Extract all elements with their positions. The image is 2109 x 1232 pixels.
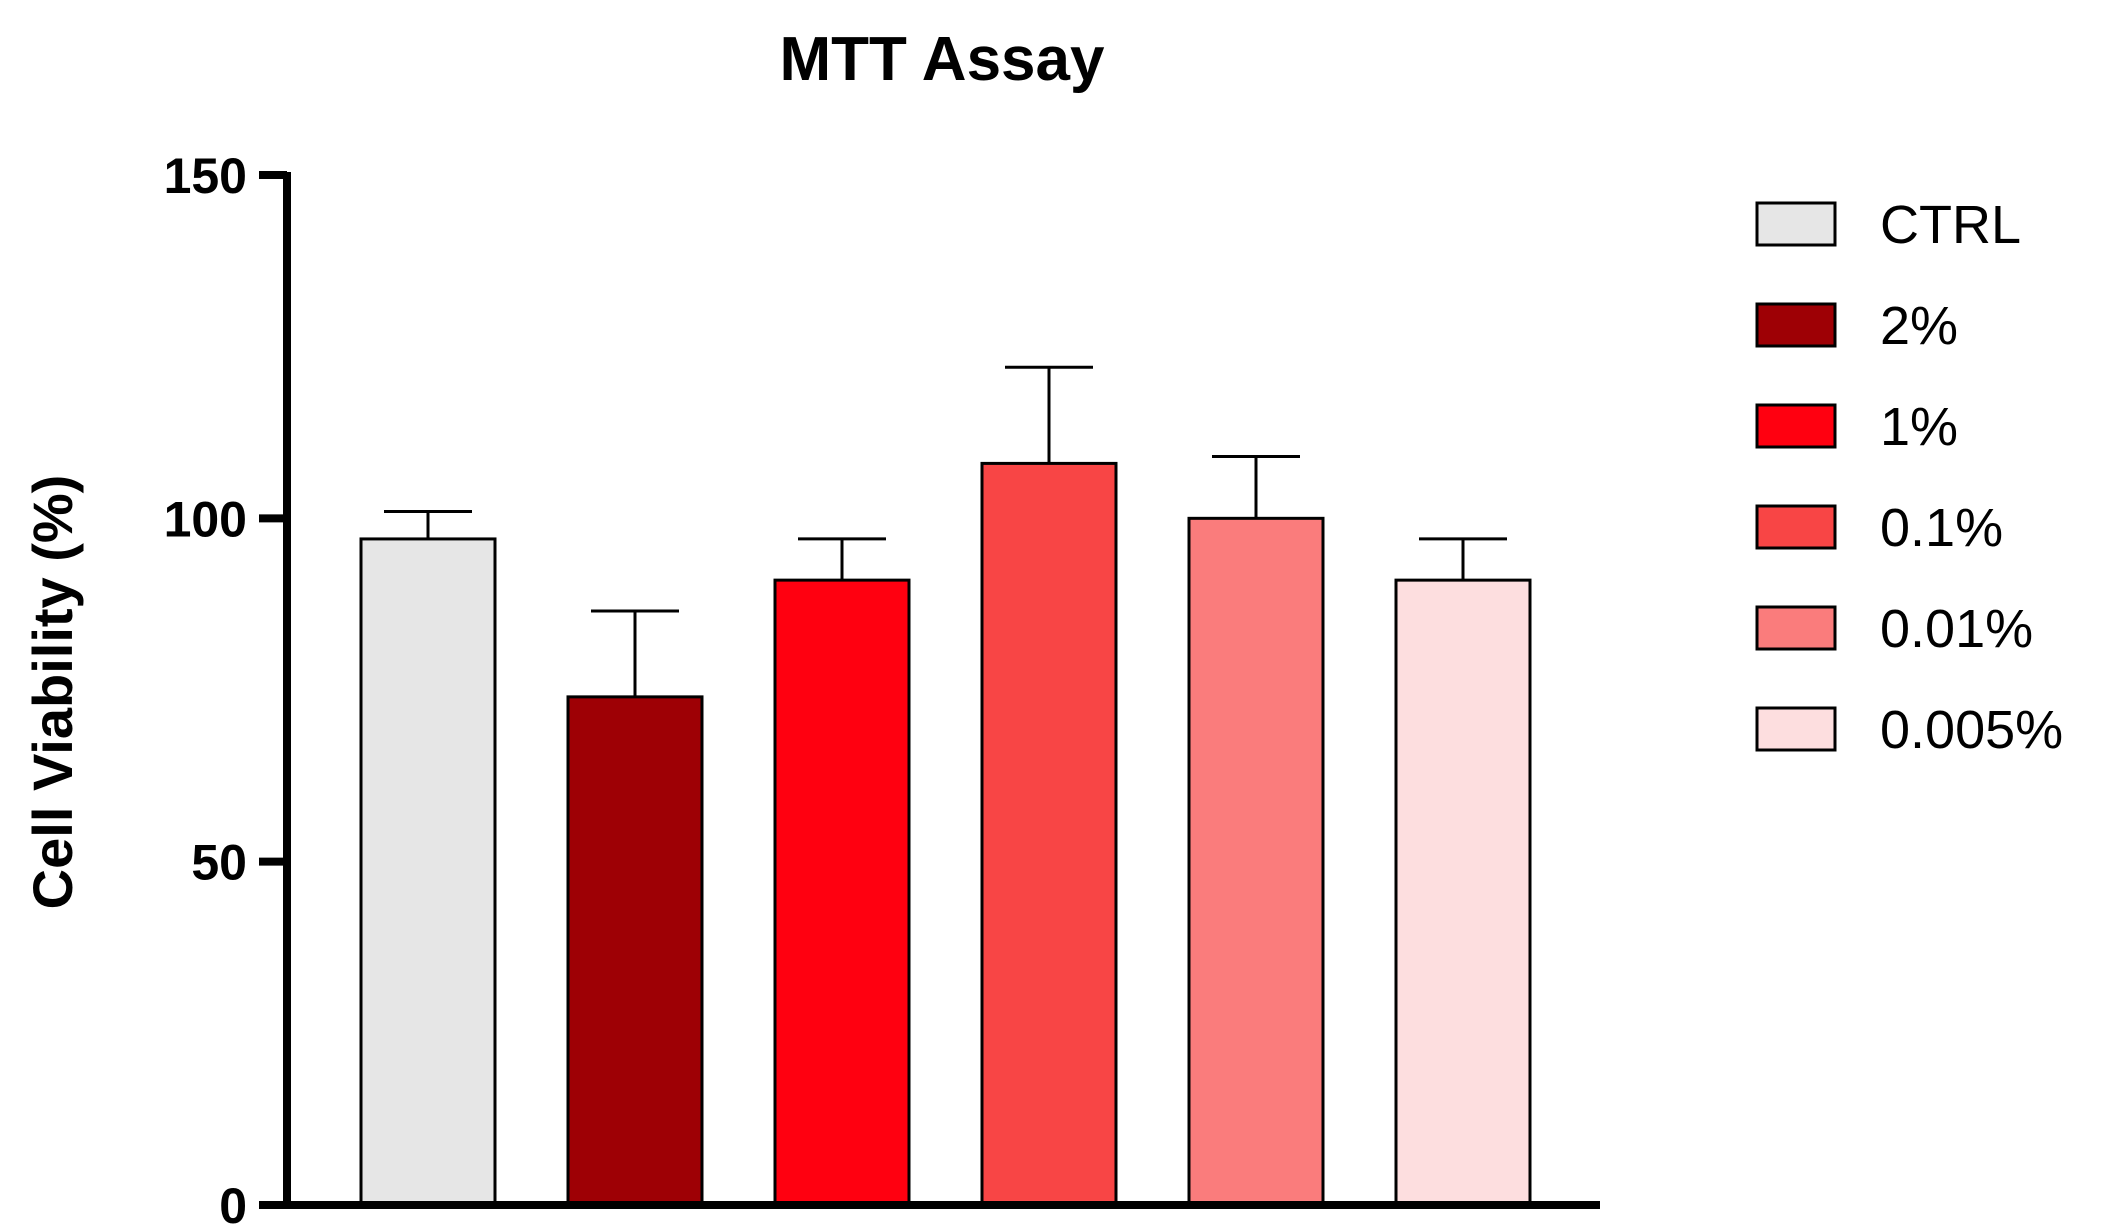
bar-2%: [566, 695, 704, 1207]
error-bar-1%: [798, 537, 886, 581]
y-ticks-layer: 0 50 100 150: [164, 148, 287, 1232]
legend-item-2%: 2%: [1755, 296, 1958, 356]
error-bar-0.005%: [1419, 537, 1507, 581]
legend-label: 0.01%: [1880, 599, 2033, 659]
legend-swatch: [1755, 201, 1837, 247]
legend-label: 1%: [1880, 397, 1958, 457]
error-bar-CTRL: [384, 509, 472, 539]
y-axis-label: Cell Viability (%): [21, 475, 84, 910]
legend-item-0.01%: 0.01%: [1755, 599, 2033, 659]
axes-layer: [283, 172, 1600, 1209]
legend-item-0.1%: 0.1%: [1755, 498, 2003, 558]
legend-item-CTRL: CTRL: [1755, 195, 2021, 255]
legend-swatch: [1755, 403, 1837, 449]
legend: CTRL 2% 1% 0.1% 0.01% 0.005%: [1755, 195, 2063, 760]
bar-CTRL: [359, 537, 497, 1207]
legend-label: 2%: [1880, 296, 1958, 356]
legend-swatch: [1755, 706, 1837, 752]
error-bars-layer: [384, 365, 1507, 697]
legend-swatch: [1755, 504, 1837, 550]
legend-swatch: [1755, 302, 1837, 348]
bar-1%: [773, 578, 911, 1207]
y-tick-label-150: 150: [164, 148, 247, 204]
legend-label: CTRL: [1880, 195, 2021, 255]
legend-swatch: [1755, 605, 1837, 651]
y-tick-label-0: 0: [219, 1178, 247, 1232]
bars-layer: [359, 461, 1532, 1207]
y-tick-label-100: 100: [164, 491, 247, 547]
y-tick-label-50: 50: [191, 835, 247, 891]
bar-0.1%: [980, 461, 1118, 1207]
chart-title: MTT Assay: [779, 25, 1105, 94]
error-bar-0.01%: [1212, 455, 1300, 519]
bar-0.01%: [1187, 516, 1325, 1207]
error-bar-0.1%: [1005, 365, 1093, 464]
legend-item-1%: 1%: [1755, 397, 1958, 457]
bar-0.005%: [1394, 578, 1532, 1207]
legend-label: 0.005%: [1880, 700, 2063, 760]
legend-item-0.005%: 0.005%: [1755, 700, 2063, 760]
error-bar-2%: [591, 609, 679, 697]
legend-label: 0.1%: [1880, 498, 2003, 558]
